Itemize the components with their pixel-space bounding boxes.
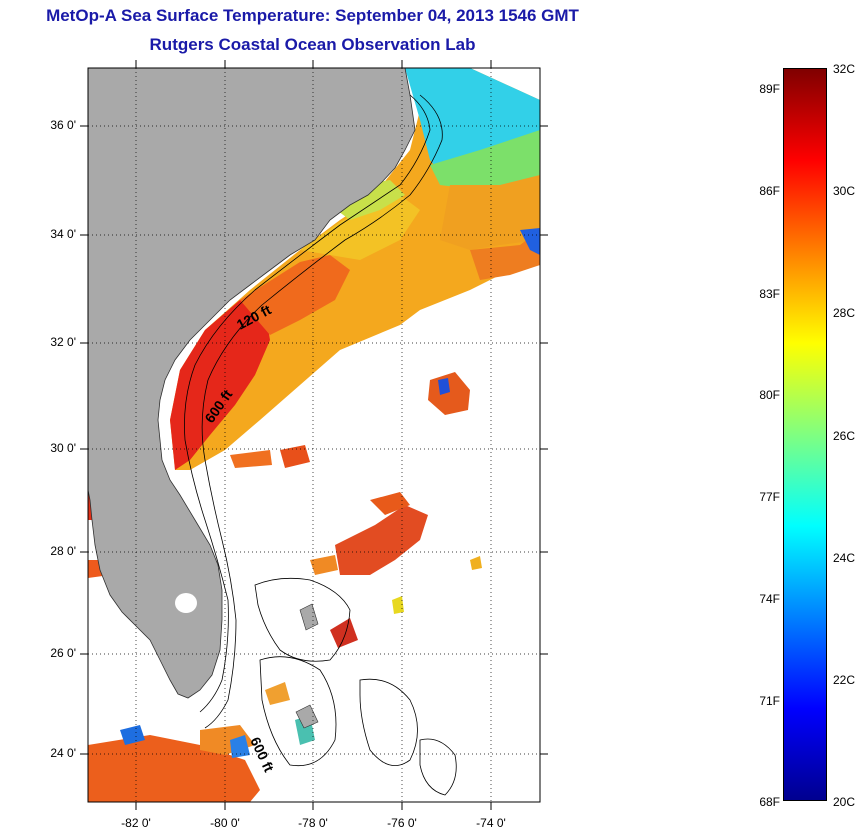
lat-label-28: 28 0' bbox=[50, 544, 76, 558]
contour-label-600ft-south: 600 ft bbox=[247, 735, 277, 775]
colorbar-c-24: 24C bbox=[833, 551, 856, 565]
lat-label-32: 32 0' bbox=[50, 335, 76, 349]
colorbar-c-22: 22C bbox=[833, 673, 856, 687]
lat-label-34: 34 0' bbox=[50, 227, 76, 241]
lat-label-30: 30 0' bbox=[50, 441, 76, 455]
colorbar-f-71: 71F bbox=[759, 694, 780, 708]
colorbar-f-80: 80F bbox=[759, 388, 780, 402]
bahamas-island bbox=[295, 704, 319, 729]
colorbar-f-83: 83F bbox=[759, 287, 780, 301]
colorbar-f-77: 77F bbox=[759, 490, 780, 504]
us-east-coast-landmass bbox=[88, 68, 416, 699]
lat-label-24: 24 0' bbox=[50, 746, 76, 760]
colorbar-c-30: 30C bbox=[833, 184, 856, 198]
colorbar-c-28: 28C bbox=[833, 306, 856, 320]
colorbar-f-86: 86F bbox=[759, 184, 780, 198]
lon-label-74: -74 0' bbox=[476, 816, 506, 830]
colorbar-f-68: 68F bbox=[759, 795, 780, 809]
lon-label-76: -76 0' bbox=[387, 816, 417, 830]
bathymetry-contours bbox=[184, 94, 457, 796]
colorbar-c-32: 32C bbox=[833, 62, 856, 76]
lat-label-36: 36 0' bbox=[50, 118, 76, 132]
lat-label-26: 26 0' bbox=[50, 646, 76, 660]
temperature-colorbar bbox=[783, 68, 827, 801]
colorbar-c-26: 26C bbox=[833, 429, 856, 443]
axis-ticks bbox=[80, 60, 548, 810]
lon-label-80: -80 0' bbox=[210, 816, 240, 830]
graticule-grid bbox=[88, 68, 540, 802]
colorbar-f-74: 74F bbox=[759, 592, 780, 606]
lon-label-78: -78 0' bbox=[298, 816, 328, 830]
colorbar-c-20: 20C bbox=[833, 795, 856, 809]
sst-coverage bbox=[88, 68, 540, 802]
map-frame bbox=[87, 67, 541, 803]
andros-island bbox=[299, 603, 319, 631]
colorbar-f-89: 89F bbox=[759, 82, 780, 96]
map-subtitle: Rutgers Coastal Ocean Observation Lab bbox=[149, 35, 476, 54]
lake-okeechobee bbox=[175, 593, 197, 613]
lon-label-82: -82 0' bbox=[121, 816, 151, 830]
map-title: MetOp-A Sea Surface Temperature: Septemb… bbox=[46, 6, 579, 25]
